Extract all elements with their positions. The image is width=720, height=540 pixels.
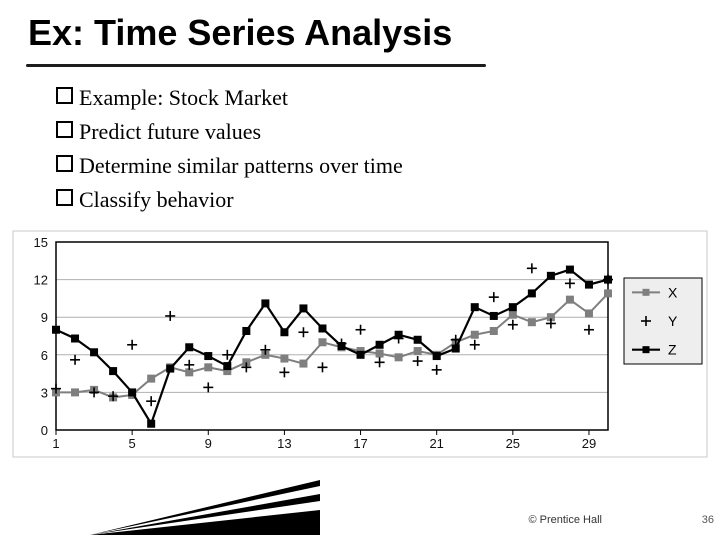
svg-text:17: 17 <box>353 436 367 451</box>
svg-text:5: 5 <box>129 436 136 451</box>
checkbox-icon <box>56 189 73 206</box>
svg-text:12: 12 <box>34 273 48 288</box>
list-item: Classify behavior <box>56 184 403 216</box>
svg-text:1: 1 <box>52 436 59 451</box>
list-item: Determine similar patterns over time <box>56 150 403 182</box>
slide: { "title": "Ex: Time Series Analysis", "… <box>0 0 720 540</box>
svg-text:0: 0 <box>41 423 48 438</box>
page-title: Ex: Time Series Analysis <box>28 12 452 54</box>
checkbox-icon <box>56 87 73 104</box>
svg-text:9: 9 <box>41 310 48 325</box>
list-item-text: Example: Stock Market <box>79 85 288 110</box>
title-underline <box>26 64 486 67</box>
decorative-wedge-icon <box>90 480 320 535</box>
svg-text:3: 3 <box>41 385 48 400</box>
list-item-text: Predict future values <box>79 119 261 144</box>
bullet-list: Example: Stock Market Predict future val… <box>56 82 403 218</box>
list-item: Predict future values <box>56 116 403 148</box>
svg-text:6: 6 <box>41 348 48 363</box>
svg-text:21: 21 <box>429 436 443 451</box>
footer-copyright: © Prentice Hall <box>528 514 602 526</box>
checkbox-icon <box>56 121 73 138</box>
list-item-text: Classify behavior <box>79 187 234 212</box>
time-series-chart: 036912151591317212529XYZ <box>12 230 708 458</box>
svg-text:X: X <box>668 284 678 300</box>
svg-text:25: 25 <box>506 436 520 451</box>
svg-text:Z: Z <box>668 342 677 358</box>
svg-text:13: 13 <box>277 436 291 451</box>
svg-text:9: 9 <box>205 436 212 451</box>
checkbox-icon <box>56 155 73 172</box>
page-number: 36 <box>702 514 714 526</box>
svg-text:29: 29 <box>582 436 596 451</box>
svg-text:Y: Y <box>668 313 678 329</box>
list-item: Example: Stock Market <box>56 82 403 114</box>
svg-text:15: 15 <box>34 235 48 250</box>
list-item-text: Determine similar patterns over time <box>79 153 403 178</box>
chart-svg: 036912151591317212529XYZ <box>12 230 708 458</box>
